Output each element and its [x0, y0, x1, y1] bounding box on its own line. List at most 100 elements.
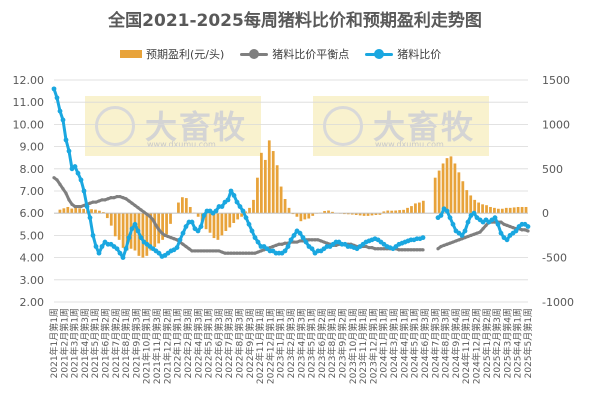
x-tick-label: 2022年1月第1周: [172, 308, 184, 378]
profit-bar: [70, 208, 74, 214]
breakeven-point: [370, 246, 374, 250]
breakeven-point: [181, 242, 185, 246]
breakeven-point: [223, 251, 227, 255]
breakeven-point: [55, 178, 59, 182]
ratio-point: [498, 230, 504, 236]
legend-swatch-profit: [120, 50, 142, 58]
profit-bar: [244, 211, 247, 214]
breakeven-point: [184, 244, 188, 249]
breakeven-point: [220, 250, 224, 254]
ratio-point: [213, 208, 219, 214]
ratio-point: [525, 224, 531, 229]
x-tick-label: 2023年11月第1周: [357, 308, 369, 384]
x-tick-label: 2024年4月第1周: [398, 308, 410, 378]
ratio-point: [81, 188, 87, 194]
ratio-point: [447, 215, 453, 221]
breakeven-point: [190, 249, 194, 253]
ratio-point: [84, 204, 90, 209]
profit-bar: [386, 210, 390, 214]
profit-bar: [394, 210, 398, 214]
profit-bar: [94, 209, 97, 214]
breakeven-point: [283, 241, 287, 245]
profit-bar: [256, 177, 259, 214]
breakeven-point: [397, 248, 401, 252]
breakeven-point: [172, 237, 176, 241]
breakeven-point: [163, 233, 167, 237]
breakeven-point: [94, 200, 98, 204]
breakeven-point: [382, 247, 386, 251]
x-tick-label: 2024年12月第2周: [470, 308, 482, 384]
breakeven-point: [115, 194, 119, 199]
ratio-point: [195, 228, 201, 234]
x-tick-label: 2022年2月第3周: [182, 308, 194, 378]
profit-bar: [208, 213, 212, 233]
breakeven-point: [67, 198, 71, 202]
chart-legend: 预期盈利(元/头) 猪料比价平衡点 猪料比价: [120, 46, 457, 62]
legend-swatch-breakeven: [240, 49, 269, 59]
x-tick-label: 2023年5月第1周: [306, 308, 318, 378]
ratio-point: [180, 230, 186, 236]
profit-bar: [232, 213, 236, 223]
breakeven-point: [148, 214, 152, 219]
ratio-point: [123, 246, 129, 252]
ratio-point: [282, 248, 288, 254]
profit-bar: [520, 206, 524, 214]
breakeven-point: [154, 223, 158, 228]
x-tick-label: 2022年9月第3周: [244, 308, 256, 378]
legend-label-profit: 预期盈利(元/头): [146, 48, 225, 61]
profit-bar: [196, 213, 200, 217]
breakeven-point: [244, 251, 248, 255]
breakeven-point: [421, 248, 425, 252]
profit-bar: [303, 213, 307, 220]
breakeven-point: [364, 244, 368, 249]
breakeven-point: [232, 251, 236, 255]
y-left-tick-label: 7.00: [20, 185, 45, 198]
y-left-tick-label: 10.00: [13, 118, 45, 131]
watermark-url: www.dxumu.com: [375, 140, 444, 149]
profit-bar: [445, 158, 449, 214]
profit-bar: [461, 181, 465, 214]
profit-bar: [437, 170, 441, 214]
breakeven-point: [205, 249, 209, 253]
profit-bar: [489, 206, 492, 214]
y-left-tick-label: 5.00: [20, 229, 45, 242]
profit-bar: [417, 202, 421, 214]
ratio-point: [297, 230, 303, 236]
breakeven-point: [118, 194, 122, 199]
ratio-point: [228, 188, 234, 194]
profit-bar: [74, 205, 78, 214]
x-tick-label: 2021年10月第1周: [141, 308, 153, 384]
ratio-point: [117, 250, 123, 256]
breakeven-point: [202, 249, 206, 253]
ratio-point: [132, 221, 138, 227]
breakeven-point: [448, 241, 452, 245]
profit-bar: [283, 198, 287, 214]
profit-bar: [421, 200, 425, 214]
profit-bar: [496, 208, 500, 214]
ratio-point: [57, 108, 63, 114]
breakeven-point: [442, 243, 446, 247]
ratio-point: [129, 226, 135, 232]
profit-bar: [105, 213, 109, 219]
profit-bar: [275, 165, 279, 214]
x-tick-label: 2025年1月第2周: [481, 308, 493, 378]
profit-bar: [149, 213, 153, 251]
ratio-point: [63, 137, 69, 143]
breakeven-point: [109, 196, 113, 200]
ratio-point: [459, 233, 465, 238]
breakeven-point: [454, 239, 458, 243]
profit-bar: [493, 207, 496, 214]
watermark-url: www.dxumu.com: [147, 140, 216, 149]
y-left-tick-label: 8.00: [20, 163, 45, 176]
breakeven-point: [451, 240, 455, 244]
breakeven-point: [376, 247, 380, 251]
profit-bar: [374, 213, 378, 215]
breakeven-point: [187, 247, 191, 251]
ratio-point: [243, 215, 249, 221]
profit-bar: [414, 203, 417, 214]
ratio-point: [96, 250, 102, 256]
ratio-point: [513, 228, 519, 234]
breakeven-point: [271, 244, 275, 249]
ratio-point: [231, 193, 237, 198]
profit-bar: [453, 163, 457, 214]
